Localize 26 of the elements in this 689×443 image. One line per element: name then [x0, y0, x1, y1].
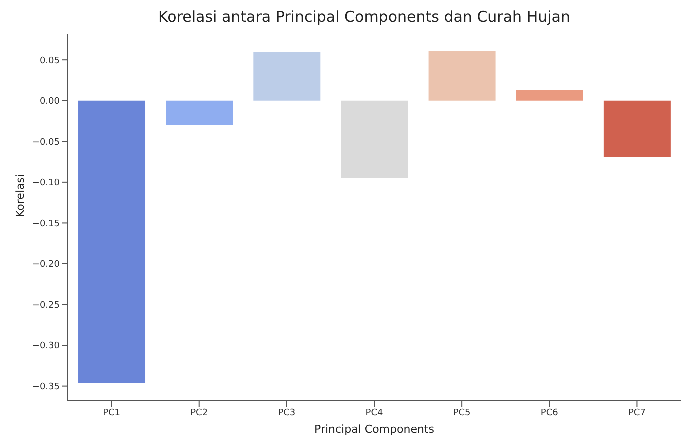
bar	[341, 100, 408, 178]
x-tick-label: PC1	[103, 408, 121, 418]
y-tick-label: −0.05	[32, 138, 60, 148]
x-tick-label: PC7	[628, 408, 646, 418]
x-axis-title: Principal Components	[314, 423, 435, 436]
bar	[604, 100, 671, 158]
y-tick-label: −0.15	[32, 219, 60, 230]
x-tick-label: PC4	[366, 408, 384, 418]
bar	[428, 51, 496, 101]
bar	[254, 52, 321, 101]
y-tick-label: 0.05	[40, 56, 60, 66]
x-tick-label: PC2	[190, 408, 208, 418]
y-tick-label: −0.30	[32, 342, 60, 352]
bar	[516, 90, 584, 101]
y-tick-label: −0.10	[32, 178, 60, 189]
y-tick-label: 0.00	[40, 97, 60, 108]
y-axis-title: Korelasi	[14, 174, 27, 218]
x-tick-label: PC5	[453, 408, 471, 418]
y-tick-label: −0.20	[32, 260, 60, 270]
chart-title: Korelasi antara Principal Components dan Curah Hujan	[158, 8, 572, 28]
bar	[166, 100, 234, 126]
y-tick-label: −0.25	[32, 300, 60, 311]
x-tick-label: PC6	[540, 408, 559, 418]
x-tick-label: PC3	[278, 408, 296, 418]
bar	[78, 100, 146, 384]
y-tick-label: −0.35	[32, 382, 60, 393]
